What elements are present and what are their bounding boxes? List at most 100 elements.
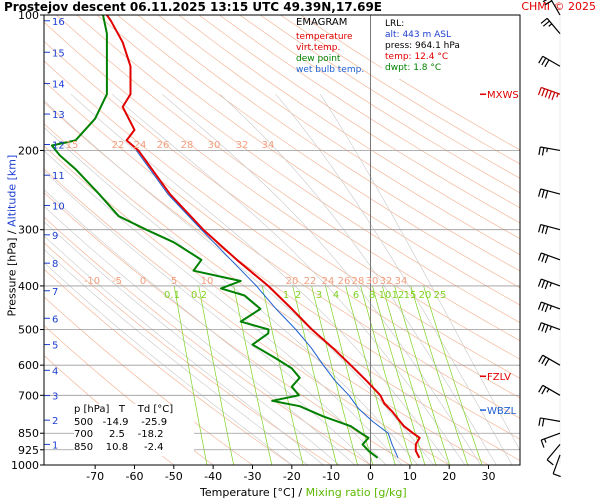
levels-table-header: p [hPa] T Td [°C] [74, 404, 174, 415]
wind-barb-feather [544, 358, 550, 366]
wind-barb-feather [544, 89, 549, 98]
mixing-ratio-label: 0.1 [164, 290, 180, 301]
wind-barb-feather [544, 255, 549, 264]
moist-adiabat-line [44, 205, 356, 465]
wind-barb-staff [541, 278, 561, 287]
y-tick-label: 200 [18, 144, 39, 157]
moist-adiabat-label: 22 [304, 276, 317, 287]
y-tick-label: 700 [18, 389, 39, 402]
lrl-info-box: LRL: alt: 443 m ASL press: 964.1 hPa tem… [382, 17, 478, 79]
wind-barb-feather [541, 254, 546, 262]
wind-barb-staff [542, 384, 561, 396]
wind-barb-feather [538, 417, 541, 426]
moist-adiabat-line [44, 235, 324, 465]
mixing-ratio-label: 1 [283, 290, 289, 301]
moist-adiabat-line [44, 100, 434, 465]
wind-barb-feather [541, 189, 545, 198]
moist-adiabat-label: 24 [322, 276, 335, 287]
legend-item-temperature: temperature [296, 32, 353, 42]
moist-adiabat-label: 32 [380, 276, 393, 287]
wind-barb-staff [541, 322, 561, 331]
y-axis-title: Pressure [hPa] / Altitude [km] [5, 155, 19, 317]
wind-barb-feather [540, 439, 545, 448]
x-axis-title-mixing-ratio: Mixing ratio [g/kg] [305, 486, 407, 499]
moist-adiabat-line [219, 93, 497, 465]
y-tick-label: 600 [18, 359, 39, 372]
y-tick-label: 1000 [11, 459, 39, 472]
dry-adiabat-line [198, 15, 520, 224]
levels-table-row: 700 2.5 -18.2 [74, 429, 164, 440]
wind-barb-staff [541, 301, 561, 310]
x-axis-title: Temperature [°C] / Mixing ratio [g/kg] [200, 486, 407, 499]
moist-adiabat-line [70, 93, 450, 465]
series-wet-bulb-temp [135, 150, 399, 459]
y-tick-label: 400 [18, 280, 39, 293]
marker-label-mxws: MXWS [487, 90, 519, 101]
y-tick-label: 100 [18, 9, 39, 22]
wind-barb-feather [546, 388, 550, 393]
x-tick-label: -60 [125, 470, 143, 483]
altitude-tick-label: 8 [52, 259, 58, 270]
wind-barb-feather [551, 92, 556, 101]
levels-table-row: 500 -14.9 -25.9 [74, 416, 168, 428]
moist-adiabat-label: 5 [171, 276, 177, 287]
wind-barb-feather [541, 147, 545, 156]
wind-barb-feather [546, 148, 548, 153]
dry-adiabat-label: 30 [208, 140, 221, 151]
dry-adiabat-line [219, 15, 520, 209]
x-tick-label: 0 [367, 470, 374, 483]
credit-text[interactable]: CHMI © 2025 [521, 0, 596, 13]
wind-barb-feather [537, 252, 542, 261]
x-tick-label: -50 [165, 470, 183, 483]
moist-adiabat-label: 10 [201, 276, 214, 287]
moist-adiabat-line [44, 170, 387, 465]
wind-barb-feather [537, 278, 542, 287]
mixing-ratio-label: 25 [434, 290, 447, 301]
moist-adiabat-line [111, 93, 466, 465]
legend: EMAGRAM temperature virt.temp. dew point… [296, 17, 378, 76]
altitude-tick-label: 6 [52, 314, 58, 325]
wind-barb-feather [541, 356, 547, 365]
dry-adiabat-line [44, 40, 520, 379]
wind-barb-staff [542, 354, 561, 366]
mixing-ratio-label: 12 [392, 290, 405, 301]
moist-adiabat-label: 0 [140, 276, 146, 287]
dry-adiabat-line [117, 15, 520, 289]
series-dew-point [50, 15, 379, 459]
wind-barb-feather [544, 190, 549, 199]
y-tick-label: 925 [18, 444, 39, 457]
legend-item-dew-point: dew point [296, 54, 341, 64]
dry-adiabat-line [76, 15, 520, 324]
moist-adiabat-label: -5 [112, 276, 122, 287]
mixing-ratio-label: 2 [295, 290, 301, 301]
wind-barb-feather [549, 326, 552, 331]
wind-barb-feather [541, 88, 546, 97]
wind-barb-feather [556, 93, 559, 98]
legend-header: EMAGRAM [296, 17, 348, 28]
dry-adiabat-label: 26 [157, 140, 170, 151]
altitude-tick-label: 5 [52, 341, 58, 352]
y-axis-title-pressure: Pressure [hPa] / [5, 230, 19, 317]
wind-barb-feather [542, 20, 550, 27]
marker-label-wbzl: WBZL [487, 406, 517, 417]
lrl-dwpt: dwpt: 1.8 °C [385, 63, 442, 73]
altitude-tick-label: 3 [52, 392, 58, 403]
series-temperature [106, 15, 421, 459]
wind-barb-feather [542, 0, 548, 3]
altitude-tick-label: 10 [52, 201, 65, 212]
mixing-ratio-label: 8 [369, 290, 375, 301]
moist-adiabat-label: 20 [286, 276, 299, 287]
altitude-tick-label: 4 [52, 366, 58, 377]
dry-adiabat-line [56, 15, 520, 342]
altitude-tick-label: 12 [52, 141, 65, 152]
levels-table-row: 850 10.8 -2.4 [74, 441, 164, 453]
wind-barb-feather [541, 303, 546, 312]
dry-adiabat-label: 34 [262, 140, 275, 151]
wind-barb-staff [542, 55, 561, 67]
wind-barb-feather [549, 282, 552, 287]
dry-adiabat-label: 22 [112, 140, 125, 151]
wind-barb-feather [541, 323, 546, 332]
wind-barb-staff [546, 444, 561, 461]
wind-barb-feather [540, 17, 548, 24]
